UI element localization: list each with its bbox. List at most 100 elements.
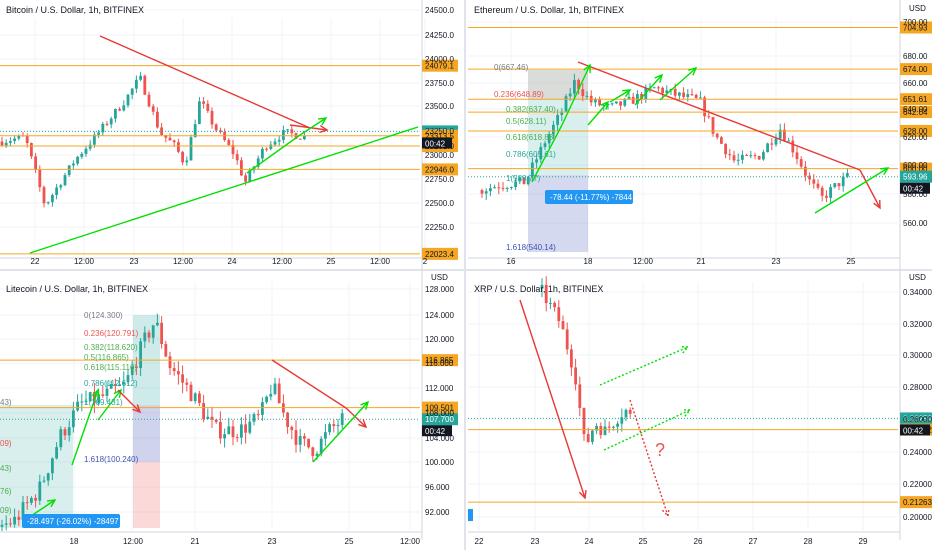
trendline <box>629 399 669 517</box>
candle <box>84 146 88 157</box>
ltc-red-arrow <box>345 407 368 429</box>
fib-label: 0.236(120.791) <box>84 329 139 338</box>
candle <box>841 172 845 192</box>
candle-body <box>311 447 315 456</box>
price-tag-label: 593.96 <box>903 173 928 182</box>
price-tag-label: 24079.1 <box>425 62 454 71</box>
price-tag <box>900 106 932 119</box>
candle-body <box>143 75 147 95</box>
candle <box>76 394 79 412</box>
candle <box>547 130 551 148</box>
candle <box>67 165 71 177</box>
candle-body <box>540 284 544 289</box>
candle <box>311 446 315 462</box>
candle-body <box>72 163 75 166</box>
eth-wave-2 <box>609 89 632 103</box>
candle-body <box>198 393 201 404</box>
candle <box>544 276 548 312</box>
candle-body <box>808 175 811 180</box>
candle <box>505 186 509 193</box>
candle <box>728 148 732 160</box>
x-tick-label: 12:00 <box>370 257 391 266</box>
chart-title: Ethereum / U.S. Dollar, 1h, BITFINEX <box>474 5 624 15</box>
candle <box>497 182 501 195</box>
candle-body <box>189 137 193 161</box>
candle-body <box>298 138 302 140</box>
arrow-head <box>358 419 368 429</box>
candle-body <box>585 95 589 97</box>
candle-body <box>97 394 100 404</box>
candle <box>816 179 820 190</box>
candle-body <box>665 90 669 94</box>
candle <box>607 421 611 433</box>
candle-body <box>757 156 761 160</box>
candle <box>277 378 281 404</box>
candle-body <box>109 384 113 389</box>
candle <box>93 131 96 148</box>
candle <box>514 177 517 191</box>
candle-body <box>30 497 33 503</box>
candle-body <box>627 96 631 99</box>
candle <box>265 395 268 404</box>
candle-body <box>223 434 226 439</box>
question-mark: ? <box>655 440 665 460</box>
ltc-wave-2 <box>71 388 100 466</box>
candle <box>118 377 121 387</box>
candle-body <box>269 144 273 149</box>
arrow-head <box>661 507 670 518</box>
price-tag-label: 642.04 <box>903 108 928 117</box>
y-tick-label: 540.00 <box>903 0 928 2</box>
currency-label: USD <box>909 273 926 282</box>
candle <box>286 411 289 434</box>
candle-body <box>715 133 719 138</box>
arrow-head <box>688 66 698 76</box>
candle <box>493 184 496 189</box>
arrow-head <box>317 117 328 126</box>
btc-resistance-line <box>99 35 311 129</box>
y-tick-label: 680.00 <box>903 52 928 61</box>
candle-body <box>640 94 643 100</box>
candle <box>219 411 222 444</box>
trendline <box>814 167 889 214</box>
y-tick-label: 22250.0 <box>425 223 454 232</box>
candle-body <box>21 502 25 520</box>
eth-red-arrow <box>859 169 881 210</box>
trendline <box>117 389 141 413</box>
candle-body <box>286 412 289 427</box>
candle <box>185 378 189 392</box>
x-tick-label: 16 <box>507 257 516 266</box>
trendline <box>97 389 122 421</box>
candle <box>0 519 4 531</box>
candle-body <box>303 436 306 439</box>
candle <box>699 91 702 99</box>
candle <box>804 160 807 182</box>
candle-body <box>177 142 180 152</box>
candle <box>143 326 147 349</box>
candle-body <box>63 175 67 186</box>
fib-label: 1.618(540.14) <box>506 243 556 252</box>
candle <box>210 107 214 129</box>
arrow-head <box>360 400 370 410</box>
candle-body <box>837 183 841 187</box>
candle-body <box>151 106 155 112</box>
candle <box>97 129 100 139</box>
candle-body <box>574 367 577 385</box>
candle-body <box>30 143 33 157</box>
price-tag-label: 628.00 <box>903 127 928 136</box>
candle-body <box>55 447 58 459</box>
candle-body <box>795 152 799 160</box>
price-level: 642.04 <box>468 106 932 119</box>
candle <box>774 133 778 147</box>
countdown-label: 00:42 <box>425 427 446 436</box>
candle-body <box>599 426 603 435</box>
y-tick-label: 24250.0 <box>425 31 454 40</box>
candle-body <box>778 129 782 139</box>
candle <box>17 510 21 526</box>
price-level: 22023.4 <box>0 247 458 260</box>
candle <box>557 300 561 328</box>
candle-body <box>686 94 690 97</box>
candle-body <box>711 117 715 134</box>
candle-body <box>598 99 601 106</box>
candle <box>219 127 222 134</box>
candle-body <box>682 92 685 97</box>
